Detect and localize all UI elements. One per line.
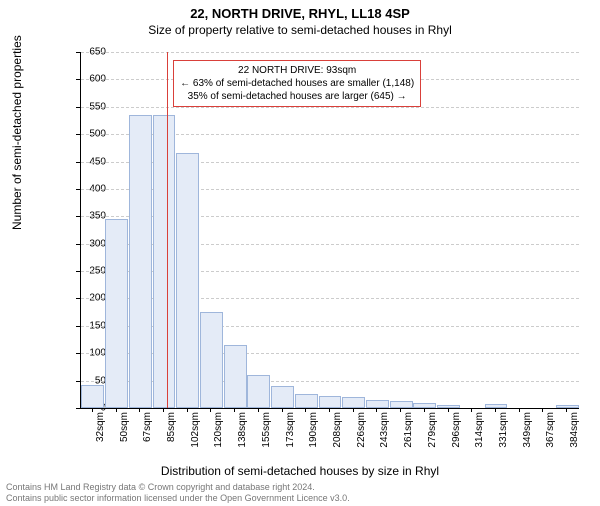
x-tick-mark xyxy=(376,408,377,412)
x-tick-label: 296sqm xyxy=(451,412,462,448)
x-tick-label: 190sqm xyxy=(308,412,319,448)
histogram-bar xyxy=(342,397,365,408)
x-tick-mark xyxy=(566,408,567,412)
x-tick-label: 138sqm xyxy=(237,412,248,448)
x-tick-mark xyxy=(519,408,520,412)
chart-container: 050100150200250300350400450500550600650 … xyxy=(50,52,578,438)
x-tick-label: 243sqm xyxy=(379,412,390,448)
x-tick-label: 331sqm xyxy=(498,412,509,448)
histogram-bar xyxy=(176,153,199,408)
footer-line2: Contains public sector information licen… xyxy=(6,493,350,504)
x-tick-label: 50sqm xyxy=(119,412,130,442)
x-tick-mark xyxy=(139,408,140,412)
x-tick-mark xyxy=(542,408,543,412)
annotation-line2: ← 63% of semi-detached houses are smalle… xyxy=(180,77,414,90)
x-tick-label: 226sqm xyxy=(356,412,367,448)
x-tick-mark xyxy=(329,408,330,412)
histogram-bar xyxy=(224,345,247,408)
histogram-bar xyxy=(129,115,152,408)
x-tick-label: 85sqm xyxy=(166,412,177,442)
gridline xyxy=(81,52,579,53)
y-axis-label: Number of semi-detached properties xyxy=(10,35,24,230)
histogram-bar xyxy=(366,400,389,408)
histogram-bar xyxy=(247,375,270,408)
x-tick-mark xyxy=(163,408,164,412)
footer-attribution: Contains HM Land Registry data © Crown c… xyxy=(6,482,350,504)
x-tick-mark xyxy=(92,408,93,412)
histogram-bar xyxy=(153,115,176,408)
x-tick-mark xyxy=(282,408,283,412)
x-tick-label: 279sqm xyxy=(427,412,438,448)
plot-area: 22 NORTH DRIVE: 93sqm ← 63% of semi-deta… xyxy=(80,52,579,409)
histogram-bar xyxy=(105,219,128,408)
x-tick-mark xyxy=(116,408,117,412)
x-tick-label: 384sqm xyxy=(569,412,580,448)
x-tick-label: 32sqm xyxy=(95,412,106,442)
x-tick-mark xyxy=(305,408,306,412)
x-tick-mark xyxy=(187,408,188,412)
x-axis-label: Distribution of semi-detached houses by … xyxy=(0,464,600,478)
x-tick-mark xyxy=(353,408,354,412)
x-tick-mark xyxy=(234,408,235,412)
x-tick-mark xyxy=(424,408,425,412)
chart-title: 22, NORTH DRIVE, RHYL, LL18 4SP xyxy=(0,6,600,21)
histogram-bar xyxy=(319,396,342,408)
footer-line1: Contains HM Land Registry data © Crown c… xyxy=(6,482,350,493)
x-tick-label: 314sqm xyxy=(474,412,485,448)
x-tick-label: 102sqm xyxy=(190,412,201,448)
chart-subtitle: Size of property relative to semi-detach… xyxy=(0,23,600,37)
annotation-box: 22 NORTH DRIVE: 93sqm ← 63% of semi-deta… xyxy=(173,60,421,107)
x-tick-mark xyxy=(258,408,259,412)
annotation-line3: 35% of semi-detached houses are larger (… xyxy=(180,90,414,103)
x-tick-mark xyxy=(495,408,496,412)
histogram-bar xyxy=(295,394,318,408)
x-tick-label: 208sqm xyxy=(332,412,343,448)
annotation-line1: 22 NORTH DRIVE: 93sqm xyxy=(180,64,414,77)
x-tick-label: 173sqm xyxy=(285,412,296,448)
x-tick-mark xyxy=(400,408,401,412)
reference-marker-line xyxy=(167,52,168,408)
histogram-bar xyxy=(81,385,104,408)
histogram-bar xyxy=(200,312,223,408)
histogram-bar xyxy=(271,386,294,408)
histogram-bar xyxy=(437,405,460,408)
x-tick-label: 349sqm xyxy=(522,412,533,448)
x-tick-mark xyxy=(448,408,449,412)
x-tick-mark xyxy=(471,408,472,412)
x-tick-mark xyxy=(210,408,211,412)
x-tick-label: 155sqm xyxy=(261,412,272,448)
histogram-bar xyxy=(413,403,436,408)
x-tick-label: 120sqm xyxy=(213,412,224,448)
x-tick-label: 67sqm xyxy=(142,412,153,442)
x-tick-label: 367sqm xyxy=(545,412,556,448)
x-tick-label: 261sqm xyxy=(403,412,414,448)
